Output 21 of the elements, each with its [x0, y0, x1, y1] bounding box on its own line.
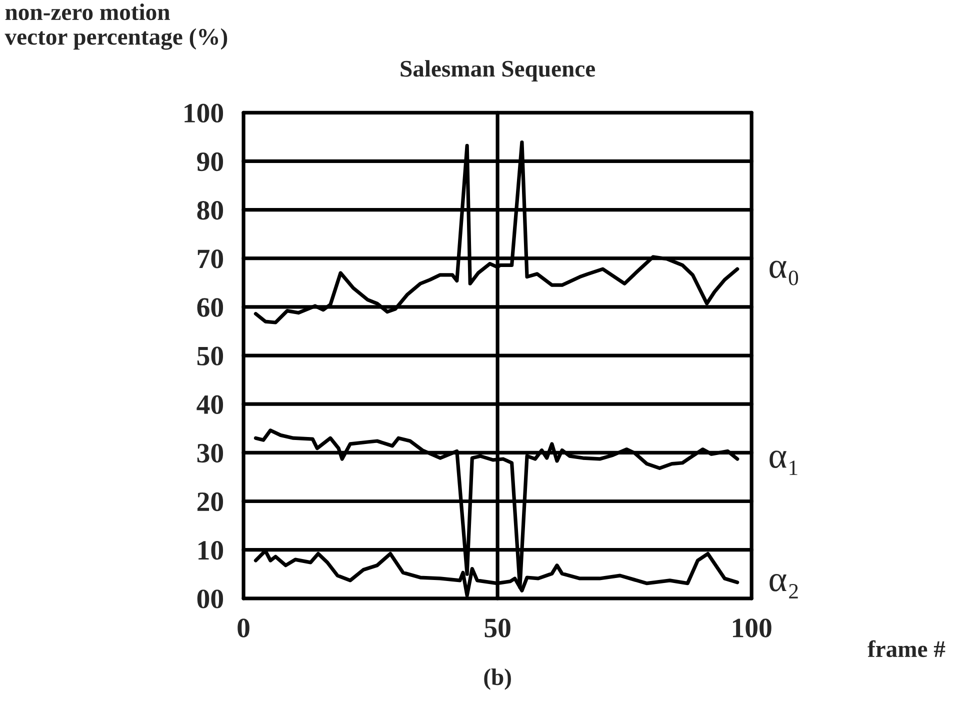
y-tick-label: 80: [197, 200, 224, 220]
y-tick-label: 50: [197, 346, 224, 366]
y-tick-label: 20: [197, 492, 224, 512]
x-tick-label: 100: [732, 618, 772, 638]
y-tick-label: 40: [196, 395, 224, 414]
y-axis-title: non-zero motion vector percentage (%): [4, 4, 228, 50]
y-tick-label: 30: [197, 444, 224, 463]
y-tick-label: 10: [198, 540, 224, 560]
x-axis-title: frame #: [868, 640, 946, 658]
y-tick-label: 70: [198, 250, 224, 268]
series-label: α₀: [770, 260, 798, 286]
series-label: α₁: [770, 450, 798, 475]
y-tick-label: 60: [197, 298, 224, 317]
y-tick-label: 90: [197, 152, 224, 172]
y-tick-label: 100: [184, 104, 224, 123]
y-tick-label: 00: [197, 590, 224, 608]
series-label: α₂: [770, 574, 798, 598]
x-tick-label: 0: [238, 618, 250, 638]
chart-title: Salesman Sequence: [400, 60, 596, 82]
text: (b): [484, 668, 511, 690]
x-tick-label: 50: [484, 618, 510, 638]
